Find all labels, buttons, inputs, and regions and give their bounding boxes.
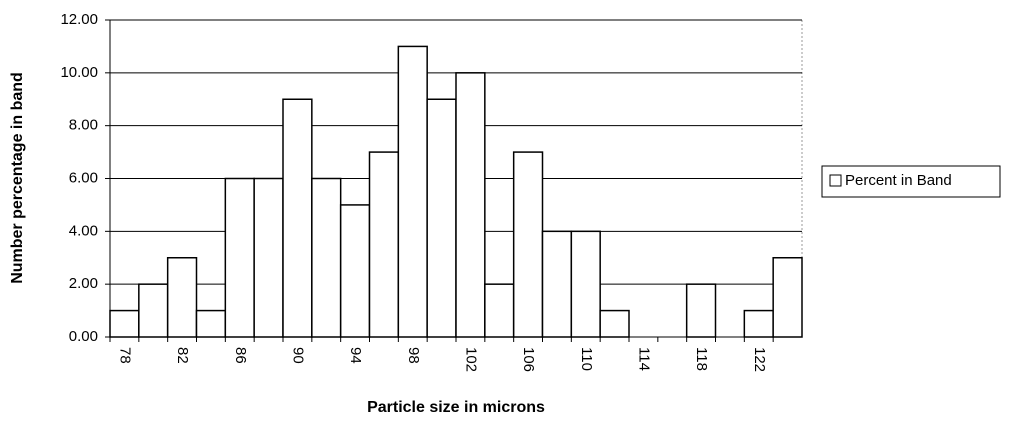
x-axis-label: Particle size in microns: [367, 399, 545, 416]
bar: [224, 177, 255, 338]
bar: [311, 177, 342, 338]
x-tick-label: 78: [116, 347, 133, 364]
bar: [368, 151, 400, 338]
x-tick-label: 106: [520, 347, 537, 372]
bar: [166, 257, 198, 338]
y-tick-label: 12.00: [60, 11, 98, 28]
x-tick-label: 90: [289, 347, 306, 364]
x-tick-label: 122: [751, 347, 768, 372]
y-tick-label: 8.00: [69, 117, 98, 134]
legend-swatch: [829, 174, 842, 187]
x-tick-label: 102: [462, 347, 479, 372]
bar: [541, 230, 573, 338]
bar: [484, 283, 515, 338]
bar: [570, 230, 601, 338]
x-tick-label: 98: [405, 347, 422, 364]
bar: [512, 151, 544, 338]
bar: [772, 257, 803, 338]
bar: [282, 98, 313, 338]
x-tick-label: 110: [578, 347, 595, 371]
x-tick-label: 114: [635, 347, 652, 371]
bar: [599, 309, 630, 338]
x-tick-label: 86: [232, 347, 249, 364]
bar: [109, 309, 140, 338]
y-tick-label: 4.00: [69, 222, 98, 239]
y-tick-label: 0.00: [69, 328, 98, 345]
bar: [685, 283, 717, 338]
bar: [339, 204, 371, 338]
bar: [138, 283, 169, 338]
legend: [821, 165, 1001, 198]
bar: [253, 177, 284, 338]
x-tick-label: 94: [347, 347, 364, 364]
x-tick-label: 82: [174, 347, 191, 364]
bar: [426, 98, 457, 338]
bar: [743, 309, 774, 338]
bar: [195, 309, 227, 338]
y-tick-label: 2.00: [69, 275, 98, 292]
y-tick-label: 6.00: [69, 169, 98, 186]
legend-label: Percent in Band: [845, 172, 952, 189]
y-axis-label: Number percentage in band: [9, 72, 26, 284]
x-tick-label: 118: [693, 347, 710, 371]
bar: [397, 45, 428, 338]
bar: [455, 72, 486, 338]
y-tick-label: 10.00: [60, 64, 98, 81]
